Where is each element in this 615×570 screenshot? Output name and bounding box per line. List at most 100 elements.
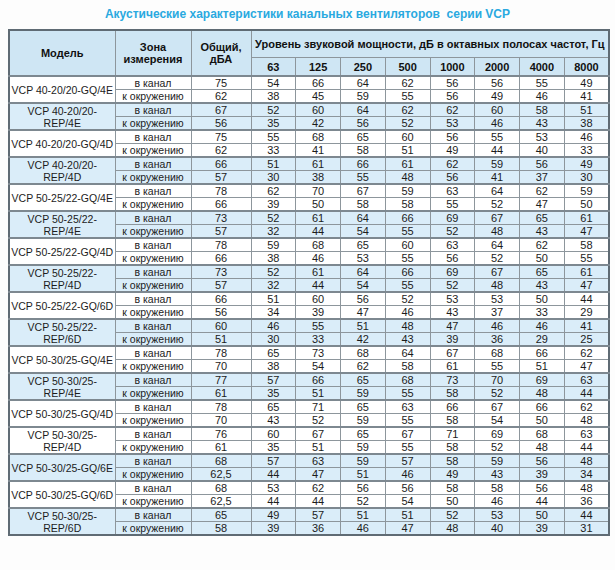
col-header-total: Общий, дБА bbox=[191, 30, 251, 76]
measurement-zone-cell: в канал bbox=[115, 211, 191, 225]
band-value-cell: 51 bbox=[341, 508, 386, 522]
model-group: VCP 50-25/22-GQ/4Dв канал785968656063646… bbox=[9, 238, 609, 265]
measurement-zone-cell: в канал bbox=[115, 508, 191, 522]
band-value-cell: 58 bbox=[341, 144, 386, 158]
band-value-cell: 59 bbox=[341, 454, 386, 468]
band-value-cell: 51 bbox=[251, 157, 296, 171]
band-value-cell: 33 bbox=[520, 306, 565, 320]
model-name-cell: VCP 40-20/20-REP/4D bbox=[9, 157, 115, 184]
measurement-zone-cell: к окружению bbox=[115, 360, 191, 374]
band-value-cell: 49 bbox=[564, 157, 609, 171]
band-value-cell: 29 bbox=[520, 333, 565, 347]
model-name-cell: VCP 50-25/22-GQ/6D bbox=[9, 292, 115, 319]
band-value-cell: 48 bbox=[385, 171, 430, 185]
band-value-cell: 64 bbox=[341, 103, 386, 117]
band-value-cell: 59 bbox=[564, 184, 609, 198]
total-dba-cell: 57 bbox=[191, 171, 251, 185]
band-value-cell: 46 bbox=[475, 319, 520, 333]
table-row: VCP 50-30/25-REP/4Eв канал77576665687370… bbox=[9, 373, 609, 387]
band-value-cell: 66 bbox=[341, 157, 386, 171]
model-group: VCP 50-25/22-GQ/4Eв канал786270675963646… bbox=[9, 184, 609, 211]
band-value-cell: 46 bbox=[475, 495, 520, 509]
band-value-cell: 67 bbox=[430, 346, 475, 360]
measurement-zone-cell: в канал bbox=[115, 238, 191, 252]
measurement-zone-cell: к окружению bbox=[115, 333, 191, 347]
band-value-cell: 51 bbox=[296, 441, 341, 455]
band-value-cell: 55 bbox=[385, 441, 430, 455]
table-row: VCP 50-25/22-GQ/6Dв канал665160565253535… bbox=[9, 292, 609, 306]
band-value-cell: 52 bbox=[475, 441, 520, 455]
band-value-cell: 56 bbox=[430, 252, 475, 266]
band-value-cell: 48 bbox=[385, 319, 430, 333]
measurement-zone-cell: к окружению bbox=[115, 117, 191, 131]
band-value-cell: 61 bbox=[296, 211, 341, 225]
band-value-cell: 57 bbox=[251, 373, 296, 387]
band-value-cell: 43 bbox=[251, 414, 296, 428]
measurement-zone-cell: к окружению bbox=[115, 468, 191, 482]
band-value-cell: 47 bbox=[520, 198, 565, 212]
measurement-zone-cell: в канал bbox=[115, 103, 191, 117]
table-row: VCP 40-20/20-REP/4Eв канал67526064626260… bbox=[9, 103, 609, 117]
band-value-cell: 35 bbox=[251, 117, 296, 131]
total-dba-cell: 62 bbox=[191, 144, 251, 158]
measurement-zone-cell: к окружению bbox=[115, 522, 191, 536]
band-value-cell: 47 bbox=[564, 279, 609, 293]
band-value-cell: 32 bbox=[251, 279, 296, 293]
band-value-cell: 52 bbox=[475, 198, 520, 212]
band-value-cell: 62 bbox=[251, 184, 296, 198]
band-value-cell: 58 bbox=[430, 441, 475, 455]
model-name-cell: VCP 50-30/25-REP/4E bbox=[9, 373, 115, 400]
band-value-cell: 68 bbox=[520, 427, 565, 441]
col-header-band: 4000 bbox=[520, 58, 565, 77]
band-value-cell: 44 bbox=[296, 225, 341, 239]
band-value-cell: 48 bbox=[520, 441, 565, 455]
band-value-cell: 56 bbox=[430, 90, 475, 104]
col-header-band: 2000 bbox=[475, 58, 520, 77]
band-value-cell: 56 bbox=[341, 117, 386, 131]
band-value-cell: 52 bbox=[385, 117, 430, 131]
band-value-cell: 51 bbox=[341, 319, 386, 333]
band-value-cell: 43 bbox=[520, 279, 565, 293]
band-value-cell: 58 bbox=[430, 481, 475, 495]
band-value-cell: 48 bbox=[520, 387, 565, 401]
band-value-cell: 30 bbox=[251, 333, 296, 347]
band-value-cell: 36 bbox=[296, 522, 341, 536]
model-name-cell: VCP 50-25/22-REP/6D bbox=[9, 319, 115, 346]
band-value-cell: 63 bbox=[296, 454, 341, 468]
band-value-cell: 67 bbox=[296, 427, 341, 441]
model-name-cell: VCP 50-25/22-GQ/4D bbox=[9, 238, 115, 265]
band-value-cell: 48 bbox=[564, 414, 609, 428]
model-name-cell: VCP 40-20/20-REP/4E bbox=[9, 103, 115, 130]
band-value-cell: 48 bbox=[475, 225, 520, 239]
band-value-cell: 52 bbox=[341, 495, 386, 509]
band-value-cell: 66 bbox=[385, 265, 430, 279]
band-value-cell: 55 bbox=[385, 225, 430, 239]
band-value-cell: 41 bbox=[296, 144, 341, 158]
band-value-cell: 37 bbox=[475, 306, 520, 320]
table-row: VCP 50-30/25-GQ/6Dв канал685362565658585… bbox=[9, 481, 609, 495]
table-row: VCP 40-20/20-REP/4Dв канал66516166616259… bbox=[9, 157, 609, 171]
total-dba-cell: 62,5 bbox=[191, 468, 251, 482]
band-value-cell: 44 bbox=[564, 387, 609, 401]
band-value-cell: 57 bbox=[296, 508, 341, 522]
col-header-band: 8000 bbox=[564, 58, 609, 77]
measurement-zone-cell: к окружению bbox=[115, 252, 191, 266]
band-value-cell: 50 bbox=[520, 508, 565, 522]
band-value-cell: 67 bbox=[475, 265, 520, 279]
band-value-cell: 56 bbox=[430, 130, 475, 144]
band-value-cell: 39 bbox=[430, 333, 475, 347]
band-value-cell: 58 bbox=[520, 103, 565, 117]
measurement-zone-cell: в канал bbox=[115, 265, 191, 279]
table-row: VCP 50-30/25-GQ/4Eв канал786573686467686… bbox=[9, 346, 609, 360]
band-value-cell: 32 bbox=[251, 225, 296, 239]
band-value-cell: 62 bbox=[520, 238, 565, 252]
col-header-band: 63 bbox=[251, 58, 296, 77]
band-value-cell: 60 bbox=[385, 238, 430, 252]
band-value-cell: 55 bbox=[475, 130, 520, 144]
band-value-cell: 66 bbox=[296, 373, 341, 387]
band-value-cell: 54 bbox=[341, 225, 386, 239]
band-value-cell: 64 bbox=[475, 184, 520, 198]
total-dba-cell: 60 bbox=[191, 319, 251, 333]
total-dba-cell: 57 bbox=[191, 279, 251, 293]
band-value-cell: 60 bbox=[475, 103, 520, 117]
